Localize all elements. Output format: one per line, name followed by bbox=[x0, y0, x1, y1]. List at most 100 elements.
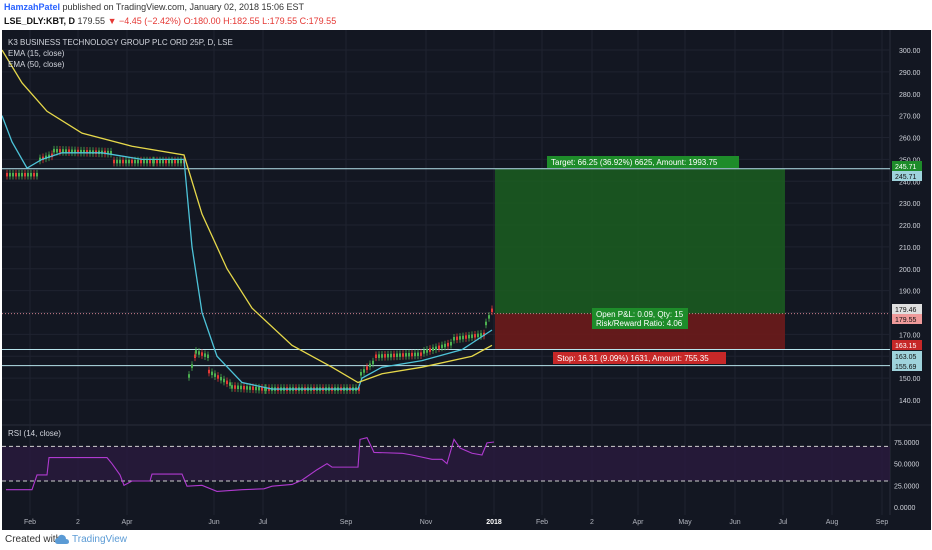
target-zone bbox=[495, 168, 785, 314]
candle-body bbox=[180, 159, 182, 164]
candle-body bbox=[223, 378, 225, 383]
candle-body bbox=[140, 159, 142, 164]
time-tick-label: Sep bbox=[876, 519, 889, 526]
candle-body bbox=[393, 353, 395, 358]
price-tag-label: 163.05 bbox=[895, 354, 917, 361]
candle-body bbox=[396, 353, 398, 358]
candle-body bbox=[252, 386, 254, 391]
symbol-name: LSE_DLY:KBT, D bbox=[4, 16, 76, 26]
candle-body bbox=[471, 334, 473, 338]
candle-body bbox=[165, 159, 167, 164]
ema50-legend[interactable]: EMA (50, close) bbox=[8, 60, 65, 69]
candle-body bbox=[146, 159, 148, 164]
candle-body bbox=[171, 159, 173, 164]
candle-body bbox=[265, 387, 267, 391]
price-tag-box bbox=[892, 171, 922, 181]
candle-body bbox=[33, 172, 35, 177]
author-link[interactable]: HamzahPatel bbox=[4, 2, 61, 12]
candle-body bbox=[45, 155, 47, 160]
candle-body bbox=[366, 366, 368, 370]
price-tick-label: 300.00 bbox=[899, 48, 921, 55]
price-tag-box bbox=[892, 351, 922, 361]
candle-body bbox=[405, 353, 407, 357]
candle-body bbox=[51, 153, 53, 158]
time-tick-label: May bbox=[678, 519, 692, 526]
risk-reward-label: Risk/Reward Ratio: 4.06 bbox=[596, 319, 683, 328]
candle-body bbox=[465, 335, 467, 339]
candle-body bbox=[162, 159, 164, 164]
price-tick-label: 260.00 bbox=[899, 136, 921, 143]
candle-body bbox=[207, 354, 209, 358]
ema15-line bbox=[2, 115, 493, 390]
candle-body bbox=[201, 352, 203, 356]
candle-body bbox=[258, 386, 260, 391]
candle-body bbox=[122, 159, 124, 164]
candle-body bbox=[234, 385, 236, 389]
candle-body bbox=[204, 353, 206, 357]
candles bbox=[6, 145, 493, 394]
publish-line: HamzahPatel published on TradingView.com… bbox=[4, 2, 304, 12]
candle-body bbox=[56, 148, 58, 153]
price-tag-label: 245.71 bbox=[895, 164, 917, 171]
candle-body bbox=[229, 382, 231, 386]
rsi-tick-label: 75.0000 bbox=[894, 440, 919, 447]
candle-body bbox=[231, 385, 233, 389]
candle-body bbox=[375, 354, 377, 358]
candle-body bbox=[71, 149, 73, 154]
stop-label-box bbox=[553, 352, 726, 364]
tradingview-cloud-icon bbox=[55, 534, 69, 544]
candle-body bbox=[474, 334, 476, 338]
candle-body bbox=[429, 348, 431, 352]
candle-body bbox=[411, 352, 413, 357]
candle-body bbox=[159, 159, 161, 164]
candle-body bbox=[153, 159, 155, 164]
candle-body bbox=[128, 159, 130, 164]
candle-body bbox=[18, 172, 20, 177]
candle-body bbox=[387, 353, 389, 358]
position-tool[interactable] bbox=[495, 168, 785, 350]
candle-body bbox=[423, 350, 425, 354]
created-with-text: Created with bbox=[5, 534, 62, 545]
target-label-box bbox=[547, 156, 739, 168]
price-tag-label: 179.46 bbox=[895, 307, 917, 314]
chart-area[interactable]: 300.00 290.00 280.00 270.00 260.00 250.00 240.… bbox=[2, 30, 931, 530]
price-tag-box bbox=[892, 340, 922, 350]
candle-body bbox=[168, 159, 170, 164]
candle-body bbox=[414, 352, 416, 357]
target-label: Target: 66.25 (36.92%) 6625, Amount: 199… bbox=[551, 158, 718, 167]
rsi-legend[interactable]: RSI (14, close) bbox=[8, 429, 61, 438]
price-tick-label: 140.00 bbox=[899, 398, 921, 405]
candle-body bbox=[86, 150, 88, 154]
time-axis[interactable] bbox=[2, 515, 931, 530]
price-tag-box bbox=[892, 361, 922, 371]
price-tick-label: 230.00 bbox=[899, 201, 921, 208]
candle-body bbox=[27, 172, 29, 177]
candle-body bbox=[156, 159, 158, 164]
candle-body bbox=[65, 149, 67, 153]
candle-body bbox=[174, 159, 176, 164]
candle-body bbox=[113, 159, 115, 164]
price-tag-label: 155.69 bbox=[895, 364, 917, 371]
price-tick-label: 190.00 bbox=[899, 289, 921, 296]
candle-body bbox=[399, 353, 401, 357]
price-chart[interactable]: 300.00 290.00 280.00 270.00 260.00 250.00 240.… bbox=[2, 30, 931, 530]
candle-body bbox=[246, 386, 248, 390]
tradingview-brand[interactable]: TradingView bbox=[72, 534, 128, 545]
candle-body bbox=[74, 149, 76, 154]
candle-body bbox=[143, 159, 145, 164]
rsi-axis[interactable] bbox=[890, 425, 931, 515]
candle-body bbox=[77, 149, 79, 154]
ema15-legend[interactable]: EMA (15, close) bbox=[8, 49, 65, 58]
published-text: published on TradingView.com, January 02… bbox=[62, 2, 305, 12]
symbol-line: LSE_DLY:KBT, D 179.55 ▼ −4.45 (−2.42%) O… bbox=[4, 16, 336, 26]
candle-body bbox=[194, 354, 196, 358]
candle-body bbox=[459, 336, 461, 340]
price-tag-box bbox=[892, 304, 922, 314]
open-pnl-box bbox=[592, 308, 688, 329]
candle-body bbox=[21, 172, 23, 177]
open-pnl-label: Open P&L: 0.09, Qty: 15 bbox=[596, 310, 684, 319]
candle-body bbox=[381, 354, 383, 358]
candle-body bbox=[15, 172, 17, 177]
candle-body bbox=[255, 386, 257, 391]
candle-body bbox=[372, 360, 374, 365]
